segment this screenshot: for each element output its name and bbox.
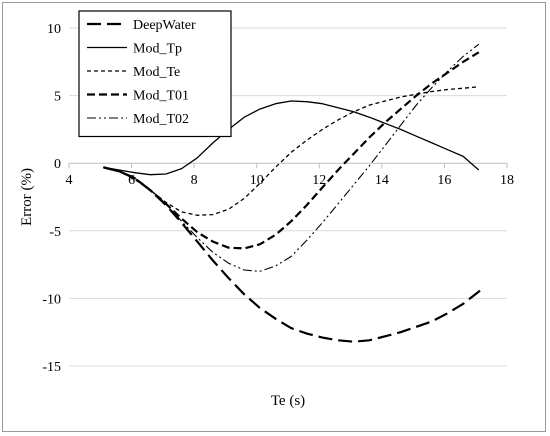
chart-frame: 4 6 8 10 12 14 16 18 -15 -10 -5 0 5 10 Te (s) Error (…	[2, 2, 546, 432]
legend-label: DeepWater	[133, 18, 196, 33]
legend: DeepWater Mod_Tp Mod_Te Mod_T01 Mod_T02	[78, 10, 232, 138]
x-tick-label: 14	[375, 173, 389, 188]
x-tick-label: 10	[250, 173, 264, 188]
tick-labels: 4 6 8 10 12 14 16 18 -15 -10 -5 0 5 10	[42, 22, 514, 375]
x-tick-label: 16	[437, 173, 451, 188]
y-tick-label: 0	[54, 157, 61, 172]
y-tick-label: -10	[42, 292, 61, 307]
y-axis-title: Error (%)	[19, 168, 35, 226]
x-tick-label: 8	[191, 173, 198, 188]
y-tick-label: 10	[47, 22, 61, 37]
legend-label: Mod_Tp	[133, 42, 182, 57]
y-tick-label: -15	[42, 360, 61, 375]
series-lines	[103, 43, 483, 343]
x-tick-label: 4	[66, 173, 73, 188]
axes	[68, 162, 508, 169]
x-tick-label: 18	[500, 173, 514, 188]
legend-box	[78, 10, 232, 138]
x-tick-label: 12	[312, 173, 326, 188]
line-chart: 4 6 8 10 12 14 16 18 -15 -10 -5 0 5 10 Te (s) Error (…	[19, 10, 514, 409]
legend-label: Mod_T02	[133, 112, 189, 127]
x-tick-label: 6	[128, 173, 135, 188]
legend-label: Mod_T01	[133, 89, 189, 104]
series-line-mod-tp	[103, 100, 480, 176]
series-line-deepwater	[103, 166, 483, 343]
y-tick-label: 5	[54, 90, 61, 105]
y-tick-label: -5	[49, 225, 61, 240]
legend-label: Mod_Te	[133, 65, 180, 80]
x-axis-title: Te (s)	[271, 393, 305, 409]
series-line-mod-t02	[103, 43, 480, 272]
